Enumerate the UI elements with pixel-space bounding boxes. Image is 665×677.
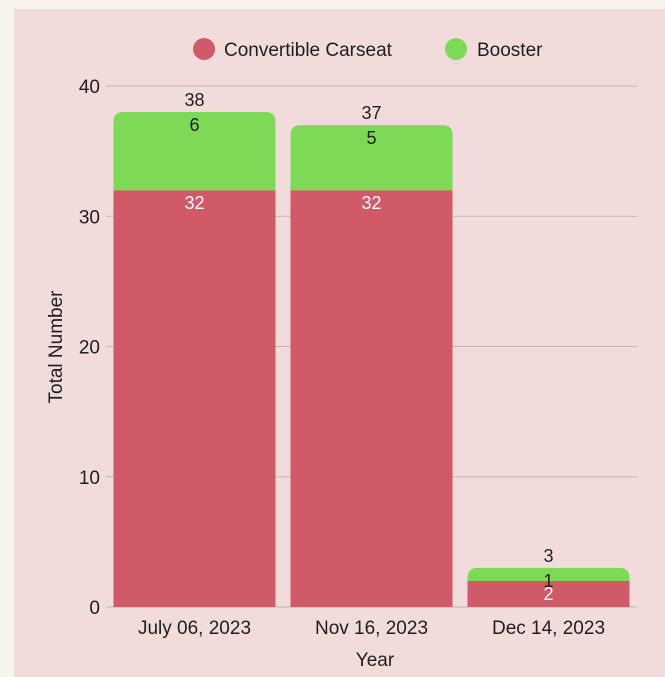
x-tick-label: Dec 14, 2023: [492, 618, 605, 639]
data-labels: 32 6 38 32 5 37 21 3: [184, 90, 553, 604]
bar-segment: [113, 190, 276, 607]
data-label: 5: [366, 128, 376, 148]
y-tick-label: 20: [79, 338, 100, 359]
bars: [113, 112, 630, 607]
total-label: 38: [184, 90, 204, 110]
bar-segment: [113, 112, 276, 191]
x-axis-ticks: July 06, 2023 Nov 16, 2023 Dec 14, 2023: [138, 618, 605, 639]
x-axis-title: Year: [356, 650, 395, 671]
y-tick-label: 0: [89, 598, 100, 619]
x-tick-label: Nov 16, 2023: [315, 618, 428, 639]
y-axis-title: Total Number: [46, 290, 67, 404]
stacked-bar-chart: 0 10 20 30 40 32 6 38 32 5 37 21 3 July 06, 2023 Nov…: [46, 38, 637, 671]
data-label: 1: [543, 571, 553, 591]
data-label: 2: [543, 584, 553, 604]
y-tick-label: 10: [79, 468, 100, 489]
total-label: 3: [543, 546, 553, 566]
legend: Convertible Carseat Booster: [193, 38, 543, 61]
legend-marker: [193, 38, 215, 60]
bar-segment: [290, 190, 453, 607]
legend-marker: [445, 38, 467, 60]
bar-segment: [467, 567, 630, 581]
bar-segment: [290, 125, 453, 191]
legend-label: Booster: [477, 40, 543, 61]
y-tick-label: 30: [79, 207, 100, 228]
y-axis-ticks: 0 10 20 30 40: [79, 77, 100, 619]
total-label: 37: [361, 103, 381, 123]
y-tick-label: 40: [79, 77, 100, 98]
bar-segment: [467, 580, 630, 607]
data-label: 32: [184, 193, 204, 213]
x-tick-label: July 06, 2023: [138, 618, 251, 639]
legend-label: Convertible Carseat: [224, 40, 393, 61]
data-label: 6: [189, 115, 199, 135]
chart-panel: 0 10 20 30 40 32 6 38 32 5 37 2 1 3 July 06, 2023 Nov…: [14, 9, 665, 677]
data-label: 32: [361, 193, 381, 213]
